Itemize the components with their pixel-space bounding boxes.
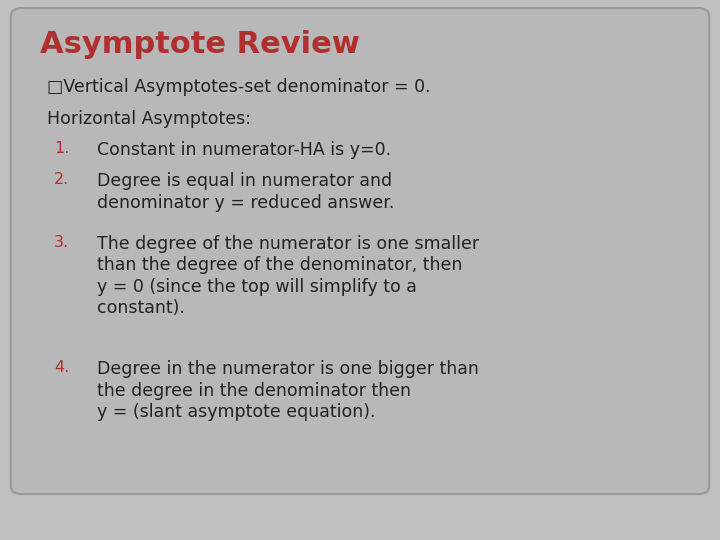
Text: 4.: 4. (54, 360, 69, 375)
Text: Asymptote Review: Asymptote Review (40, 30, 359, 59)
Text: 2.: 2. (54, 172, 69, 187)
Text: Degree in the numerator is one bigger than
the degree in the denominator then
y : Degree in the numerator is one bigger th… (97, 360, 479, 421)
Text: 1.: 1. (54, 141, 69, 156)
Text: □Vertical Asymptotes-set denominator = 0.: □Vertical Asymptotes-set denominator = 0… (47, 78, 431, 96)
Text: Degree is equal in numerator and
denominator y = reduced answer.: Degree is equal in numerator and denomin… (97, 172, 395, 212)
FancyBboxPatch shape (11, 8, 709, 494)
Text: Constant in numerator-HA is y=0.: Constant in numerator-HA is y=0. (97, 141, 392, 159)
Text: Horizontal Asymptotes:: Horizontal Asymptotes: (47, 110, 251, 127)
Text: The degree of the numerator is one smaller
than the degree of the denominator, t: The degree of the numerator is one small… (97, 235, 480, 318)
Text: 3.: 3. (54, 235, 69, 250)
